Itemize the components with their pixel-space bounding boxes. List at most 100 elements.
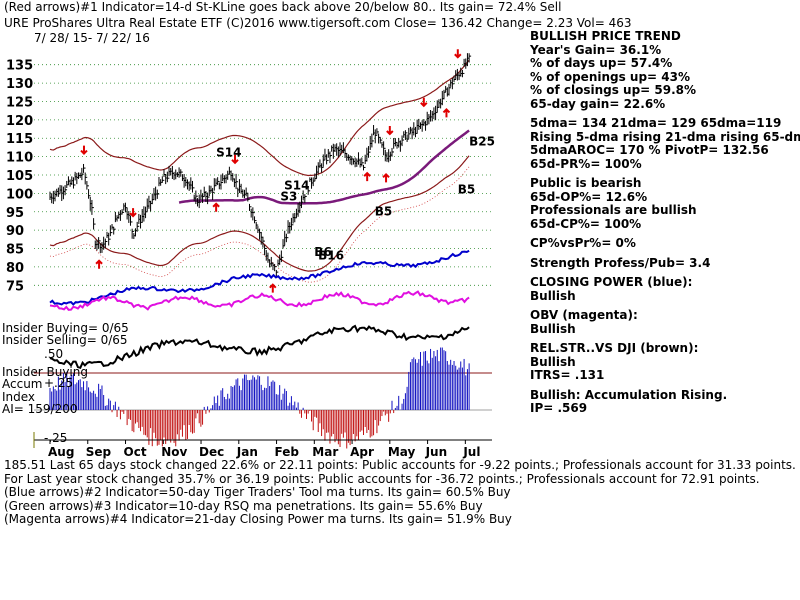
panel-line: Bullish: Accumulation Rising. — [530, 387, 728, 402]
rel-strength-line — [49, 324, 470, 370]
month-label: Jul — [462, 445, 480, 459]
ip-minus-25-label: -.25 — [44, 431, 68, 445]
footer-notes: 185.51 Last 65 days stock changed 22.6% … — [4, 458, 796, 527]
panel-line: Bullish — [530, 354, 576, 369]
signal-label: S3 — [280, 190, 297, 204]
stats-panel: BULLISH PRICE TREND Year's Gain= 36.1%% … — [530, 29, 800, 416]
panel-line: Public is bearish — [530, 176, 642, 190]
footer-line: For Last year stock changed 35.7% or 36.… — [4, 471, 760, 486]
month-label: Dec — [199, 445, 224, 459]
signal-label: S14 — [216, 146, 241, 160]
date-range: 7/ 28/ 15- 7/ 22/ 16 — [34, 31, 150, 45]
buy-arrow — [269, 283, 277, 293]
panel-line: Professionals are bullish — [530, 203, 697, 217]
month-label: Jun — [425, 445, 448, 459]
panel-line: % of days up= 57.4% — [530, 56, 673, 70]
month-axis: Aug Sep Oct Nov Dec Jan Feb Mar Apr May Jun Jul — [33, 432, 492, 459]
signal-label: B6 — [314, 245, 332, 259]
panel-line: REL.STR..VS DJI (brown): — [530, 341, 699, 355]
panel-line: 65d-CP%= 100% — [530, 216, 642, 231]
signal-label: B5 — [458, 182, 476, 196]
moving-average-65 — [178, 129, 470, 205]
insider-buying-label: Insider Buying — [2, 365, 88, 379]
price-axis-ticks: 75 80 85 90 95 100 105 110 115 120 125 130 135 — [6, 59, 33, 295]
ip-plus-50-label: .50 — [44, 347, 64, 361]
panel-line: OBV (magenta): — [530, 308, 638, 322]
month-label: Mar — [312, 445, 338, 459]
panel-line: Rising 5-dma rising 21-dma rising 65-dma — [530, 129, 800, 144]
sell-arrow — [80, 145, 88, 156]
lower-band — [49, 155, 470, 272]
footer-line: (Green arrows)#3 Indicator=10-day RSQ ma… — [4, 498, 483, 513]
buy-arrow — [382, 172, 390, 183]
buy-arrow — [212, 202, 220, 212]
signal-label: S14 — [284, 179, 309, 193]
price-tick-label: 80 — [6, 261, 24, 276]
price-tick-label: 125 — [6, 95, 33, 110]
panel-line: 65d-PR%= 100% — [530, 156, 642, 171]
index-label: Index — [2, 390, 36, 404]
sell-arrow — [420, 97, 428, 108]
price-tick-label: 75 — [6, 279, 24, 294]
month-label: Sep — [86, 445, 112, 459]
price-tick-label: 85 — [6, 243, 24, 258]
buy-arrow — [442, 107, 451, 118]
month-label: Apr — [350, 445, 374, 459]
panel-line: % of openings up= 43% — [530, 69, 691, 84]
month-label: Nov — [161, 445, 187, 459]
price-tick-label: 120 — [6, 114, 33, 129]
indicator-lines — [49, 249, 470, 370]
closing-power-line — [49, 249, 470, 306]
footer-line: (Blue arrows)#2 Indicator=50-day Tiger T… — [4, 485, 511, 500]
month-label: Feb — [275, 445, 300, 459]
buy-arrow — [363, 171, 371, 182]
price-tick-label: 105 — [6, 169, 33, 184]
trading-bands — [49, 59, 470, 283]
accum-label: Accum — [2, 377, 43, 391]
buy-arrow — [95, 259, 103, 269]
price-tick-label: 95 — [6, 206, 24, 221]
header-line-1: (Red arrows)#1 Indicator=14-d St-KLine g… — [4, 0, 562, 14]
price-bars — [49, 53, 472, 277]
ma65-line — [178, 129, 470, 205]
price-tick-label: 115 — [6, 132, 33, 147]
price-tick-label: 100 — [6, 187, 33, 202]
signal-label: B25 — [469, 135, 495, 149]
ai-label: AI= 159/200 — [2, 402, 78, 416]
header-line-2: URE ProShares Ultra Real Estate ETF (C)2… — [4, 16, 632, 30]
price-tick-label: 110 — [6, 151, 33, 166]
panel-line: IP= .569 — [530, 401, 588, 415]
panel-line: 5dma= 134 21dma= 129 65dma=119 — [530, 116, 782, 130]
month-label: Oct — [124, 445, 147, 459]
panel-line: % of closings up= 59.8% — [530, 83, 697, 97]
sell-arrow — [129, 208, 137, 218]
panel-line: 65-day gain= 22.6% — [530, 96, 666, 111]
month-label: Jan — [236, 445, 258, 459]
price-tick-label: 130 — [6, 77, 33, 92]
panel-line: Bullish — [530, 288, 576, 303]
obv-line — [49, 290, 470, 311]
ip-plus-25-label: +.25 — [44, 376, 74, 390]
month-label: Aug — [48, 445, 74, 459]
panel-line: ITRS= .131 — [530, 368, 605, 382]
lower-dotted-band — [49, 166, 470, 283]
price-tick-label: 135 — [6, 59, 33, 74]
panel-line: Strength Profess/Pub= 3.4 — [530, 255, 711, 270]
insider-selling-count: Insider Selling= 0/65 — [2, 333, 128, 347]
price-tick-label: 90 — [6, 224, 24, 239]
panel-line: CP%vsPr%= 0% — [530, 236, 636, 250]
panel-line: CLOSING POWER (blue): — [530, 275, 693, 289]
signal-label: B5 — [375, 204, 393, 218]
sell-arrow — [386, 125, 394, 136]
insider-buying-count: Insider Buying= 0/65 — [2, 321, 129, 335]
footer-line: (Magenta arrows)#4 Indicator=21-day Clos… — [4, 512, 512, 527]
signal-label: B16 — [318, 249, 344, 263]
sell-arrow — [231, 154, 239, 165]
footer-line: 185.51 Last 65 days stock changed 22.6% … — [4, 458, 796, 472]
accumulation-histogram — [34, 347, 492, 449]
panel-line: 65d-OP%= 12.6% — [530, 189, 648, 204]
panel-title: BULLISH PRICE TREND — [530, 29, 681, 43]
month-label: May — [388, 445, 416, 459]
